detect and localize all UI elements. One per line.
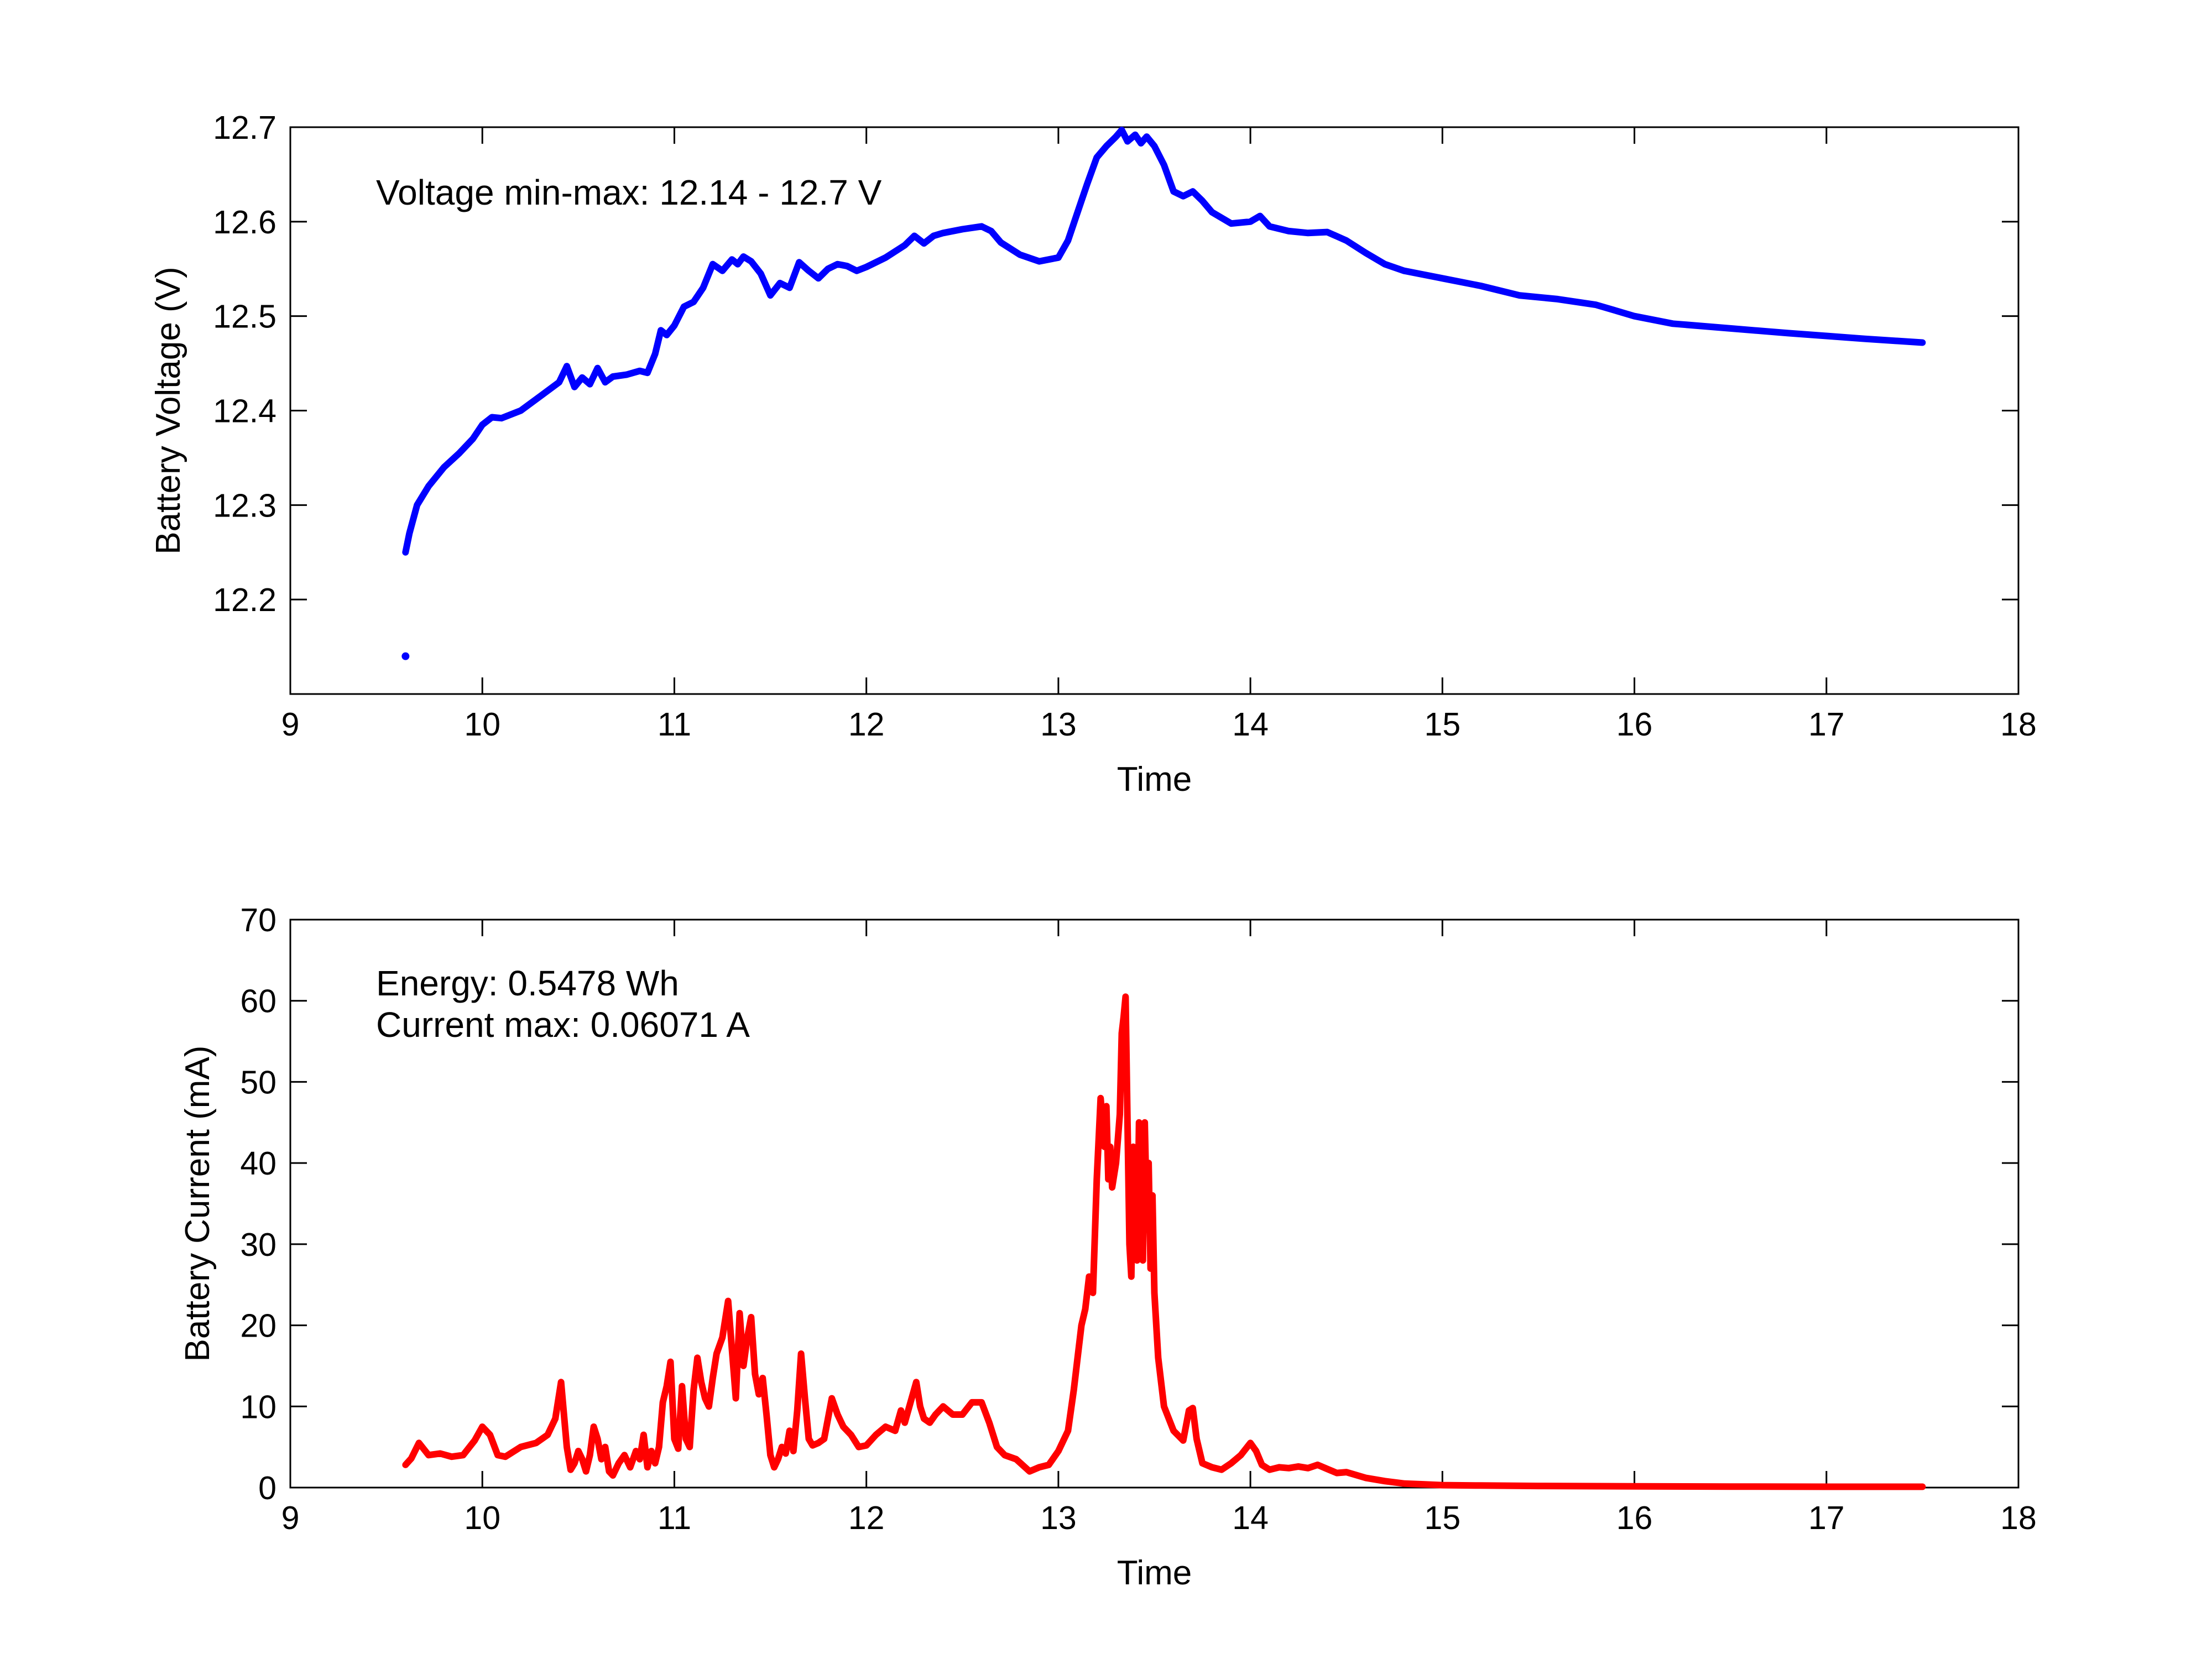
- annotation-text: Energy: 0.5478 Wh: [376, 963, 679, 1003]
- series-line: [402, 993, 1926, 1490]
- x-tick-label: 11: [658, 706, 691, 743]
- y-tick-label: 12.5: [213, 299, 276, 335]
- x-tick-label: 18: [2000, 1500, 2037, 1536]
- x-tick-label: 16: [1616, 706, 1653, 743]
- x-tick-label: 16: [1616, 1500, 1653, 1536]
- y-axis-label: Battery Current (mA): [179, 1046, 217, 1362]
- x-tick-label: 10: [464, 1500, 500, 1536]
- y-tick-label: 50: [240, 1064, 276, 1100]
- x-tick-label: 15: [1425, 706, 1461, 743]
- annotation-text: Voltage min-max: 12.14 - 12.7 V: [376, 173, 882, 212]
- y-tick-label: 30: [240, 1227, 276, 1263]
- x-axis-label: Time: [1117, 760, 1192, 799]
- y-tick-label: 10: [240, 1389, 276, 1425]
- y-tick-label: 12.7: [213, 109, 276, 146]
- x-axis-label: Time: [1117, 1554, 1192, 1592]
- data-point: [401, 652, 410, 660]
- series-line: [402, 127, 1926, 556]
- x-tick-label: 15: [1425, 1500, 1461, 1536]
- x-tick-label: 9: [281, 706, 300, 743]
- y-tick-label: 0: [258, 1470, 276, 1506]
- y-tick-label: 12.2: [213, 582, 276, 618]
- x-tick-label: 18: [2000, 706, 2037, 743]
- x-tick-label: 17: [1808, 706, 1845, 743]
- y-tick-label: 40: [240, 1145, 276, 1182]
- y-tick-label: 12.3: [213, 487, 276, 524]
- x-tick-label: 11: [658, 1500, 691, 1536]
- annotation-text: Current max: 0.06071 A: [376, 1005, 750, 1045]
- x-tick-label: 10: [464, 706, 500, 743]
- x-tick-label: 14: [1232, 706, 1269, 743]
- y-tick-label: 12.6: [213, 204, 276, 241]
- x-tick-label: 9: [281, 1500, 300, 1536]
- x-tick-label: 17: [1808, 1500, 1845, 1536]
- y-tick-label: 60: [240, 983, 276, 1020]
- axes-box: [289, 919, 2020, 1489]
- y-tick-label: 20: [240, 1308, 276, 1344]
- x-tick-label: 13: [1040, 706, 1077, 743]
- x-tick-label: 12: [848, 706, 885, 743]
- voltage-panel: 9 10 11 12 13 14 15 16 17 18 12.2 12.3 12.4 12.5 12.6 1…: [149, 109, 2037, 799]
- current-panel: 9 10 11 12 13 14 15 16 17 18 0 10 20 30 40 50 60 70 Time Ba…: [179, 902, 2037, 1592]
- y-axis-label: Battery Voltage (V): [149, 267, 187, 554]
- y-tick-label: 12.4: [213, 393, 276, 430]
- x-tick-label: 13: [1040, 1500, 1077, 1536]
- x-tick-label: 14: [1232, 1500, 1269, 1536]
- x-tick-label: 12: [848, 1500, 885, 1536]
- y-tick-label: 70: [240, 902, 276, 938]
